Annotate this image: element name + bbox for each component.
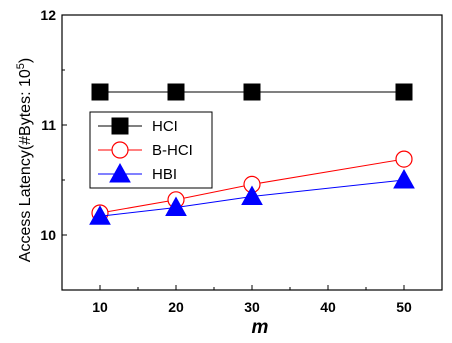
legend-label: HBI: [152, 166, 177, 183]
data-point-hbi: [241, 185, 263, 205]
y-tick-label: 12: [40, 7, 56, 23]
x-tick-label: 40: [320, 299, 336, 315]
y-axis-label-close: ): [17, 58, 34, 63]
series-line-b-hci: [99, 158, 405, 214]
data-point-hbi: [165, 196, 187, 216]
x-tick-label: 50: [396, 299, 412, 315]
x-axis-label: m: [252, 317, 269, 338]
data-point-hci: [91, 83, 109, 101]
legend-label: B-HCI: [152, 142, 193, 159]
legend-marker-hci: [111, 117, 129, 135]
x-tick-label: 10: [92, 299, 108, 315]
legend-label: HCI: [152, 118, 178, 135]
data-point-hbi: [89, 205, 111, 225]
data-point-b-hci: [395, 150, 413, 168]
data-point-hci: [395, 83, 413, 101]
legend-marker-b-hci: [111, 141, 129, 159]
series-layer: [89, 83, 415, 225]
legend: HCI B-HCI HBI: [89, 111, 213, 189]
y-tick-label: 10: [40, 227, 56, 243]
y-axis-label: Access Latency(#Bytes: 105): [15, 58, 34, 262]
data-point-hbi: [393, 168, 415, 189]
y-tick-label: 11: [41, 117, 56, 133]
series-line-hbi: [99, 179, 405, 217]
y-axis: 10 11 12: [40, 7, 67, 291]
x-axis: 10 20 30 40 50: [92, 285, 412, 315]
data-point-hci: [243, 83, 261, 101]
data-point-hci: [167, 83, 185, 101]
x-tick-label: 20: [168, 299, 184, 315]
y-axis-label-main: Access Latency(#Bytes: 10: [17, 69, 34, 262]
x-tick-label: 30: [244, 299, 260, 315]
y-axis-label-exponent: 5: [15, 63, 27, 69]
legend-marker-hbi: [109, 162, 131, 183]
